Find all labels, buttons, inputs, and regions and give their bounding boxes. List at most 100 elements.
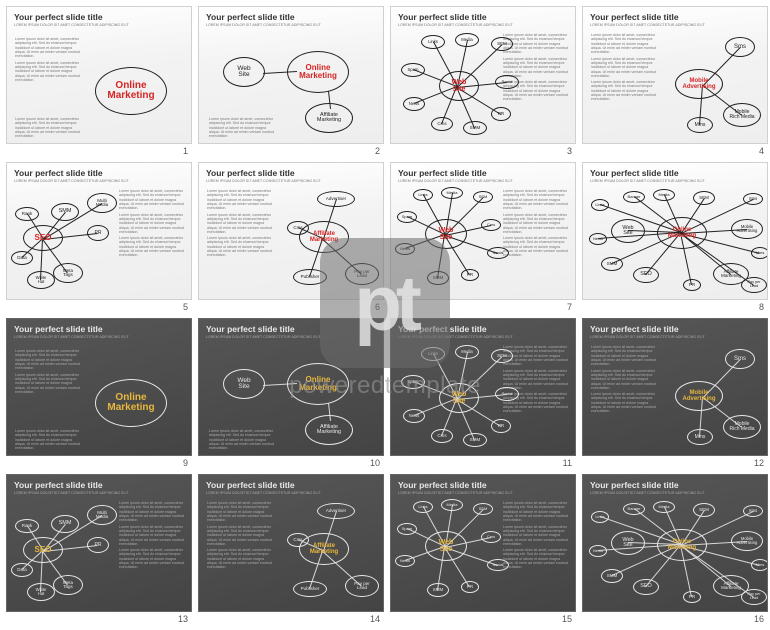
- bubble-meta_tags: MetaTags: [53, 575, 83, 595]
- bubble-data: Data: [11, 563, 33, 577]
- bubble-pr: PR: [87, 537, 109, 553]
- slide-subtitle: LOREM IPSUM DOLOR SIT AMET CONSECTETUR A…: [206, 335, 376, 339]
- slide-body: Lorem ipsum dolor sit amet, consectetur …: [391, 29, 575, 143]
- bubble-smm: SMM: [427, 583, 449, 597]
- slide-body: Lorem ipsum dolor sit amet, consectetur …: [391, 185, 575, 299]
- body-text: Lorem ipsum dolor sit amet, consectetur …: [207, 501, 275, 523]
- bubble-web_site: WebSite: [439, 383, 479, 413]
- bubble-advertiser: Advertiser: [317, 503, 355, 519]
- bubble-sem: SEM: [693, 503, 715, 517]
- bubble-links: Links: [591, 511, 609, 523]
- bubble-pr: PR: [461, 581, 479, 593]
- slide-title: Your perfect slide title: [14, 480, 184, 490]
- bubble-web_site: WebSite: [425, 531, 467, 561]
- slide-title: Your perfect slide title: [590, 168, 760, 178]
- bubble-links: Links: [591, 199, 609, 211]
- slide-subtitle: LOREM IPSUM DOLOR SIT AMET CONSECTETUR A…: [590, 179, 760, 183]
- slide-subtitle: LOREM IPSUM DOLOR SIT AMET CONSECTETUR A…: [14, 491, 184, 495]
- slide-thumbnail[interactable]: Your perfect slide title LOREM IPSUM DOL…: [582, 162, 768, 300]
- bubble-mobile_adv: MobileAdvertising: [675, 69, 723, 99]
- slide-title: Your perfect slide title: [206, 480, 376, 490]
- slide-number: 11: [563, 458, 572, 468]
- bubble-rank: Rank: [15, 519, 39, 533]
- slide-body: Lorem ipsum dolor sit amet, consectetur …: [391, 341, 575, 455]
- bubble-smm: SMM: [427, 271, 449, 285]
- slide-number: 14: [370, 614, 380, 624]
- bubble-pay_per_lead: Pay perLead: [345, 575, 379, 597]
- slide-thumbnail[interactable]: Your perfect slide title LOREM IPSUM DOL…: [198, 162, 384, 300]
- body-text: Lorem ipsum dolor sit amet, consectetur …: [119, 525, 187, 547]
- slide-thumbnail[interactable]: Your perfect slide title LOREM IPSUM DOL…: [6, 318, 192, 456]
- text-column: Lorem ipsum dolor sit amet, consectetur …: [591, 345, 659, 416]
- slide-subtitle: LOREM IPSUM DOLOR SIT AMET CONSECTETUR A…: [398, 491, 568, 495]
- body-text: Lorem ipsum dolor sit amet, consectetur …: [503, 345, 571, 367]
- bubble-cms: Cms: [287, 533, 309, 547]
- slide-title: Your perfect slide title: [590, 12, 760, 22]
- bubble-online_marketing: OnlineMarketing: [95, 379, 167, 427]
- body-text: Lorem ipsum dolor sit amet, consectetur …: [207, 525, 275, 547]
- slide-title: Your perfect slide title: [398, 168, 568, 178]
- bubble-data: Data: [11, 251, 33, 265]
- body-text: Lorem ipsum dolor sit amet, consectetur …: [207, 189, 275, 211]
- title-row: Your perfect slide title LOREM IPSUM DOL…: [391, 7, 575, 29]
- slide-thumbnail[interactable]: Your perfect slide title LOREM IPSUM DOL…: [390, 474, 576, 612]
- bubble-sem: SEM: [491, 37, 513, 51]
- bubble-mms: Mms: [687, 117, 713, 133]
- slide-thumbnail[interactable]: Your perfect slide title LOREM IPSUM DOL…: [6, 474, 192, 612]
- slide-title: Your perfect slide title: [398, 12, 568, 22]
- slide-cell: Your perfect slide title LOREM IPSUM DOL…: [390, 162, 576, 312]
- text-column: Lorem ipsum dolor sit amet, consectetur …: [207, 501, 275, 572]
- body-text: Lorem ipsum dolor sit amet, consectetur …: [503, 57, 571, 79]
- slide-cell: Your perfect slide title LOREM IPSUM DOL…: [582, 6, 768, 156]
- bubble-smm: SMM: [601, 257, 623, 271]
- slide-thumbnail[interactable]: Your perfect slide title LOREM IPSUM DOL…: [390, 162, 576, 300]
- slide-body: WebSite OnlineMarketing AffiliateMarketi…: [199, 29, 383, 143]
- title-row: Your perfect slide title LOREM IPSUM DOL…: [391, 163, 575, 185]
- body-text: Lorem ipsum dolor sit amet, consectetur …: [15, 429, 83, 451]
- bubble-news: News: [589, 233, 607, 245]
- bubble-sms: Sms: [725, 349, 755, 369]
- bubble-media: Media: [441, 187, 463, 199]
- bubble-smm: SMM: [463, 121, 487, 135]
- text-column: Lorem ipsum dolor sit amet, consectetur …: [119, 501, 187, 572]
- slide-title: Your perfect slide title: [590, 480, 760, 490]
- slide-thumbnail[interactable]: Your perfect slide title LOREM IPSUM DOL…: [390, 318, 576, 456]
- body-text: Lorem ipsum dolor sit amet, consectetur …: [15, 373, 83, 395]
- slide-thumbnail[interactable]: Your perfect slide title LOREM IPSUM DOL…: [390, 6, 576, 144]
- slide-body: Lorem ipsum dolor sit amet, consectetur …: [391, 497, 575, 611]
- bubble-media: Media: [455, 345, 479, 359]
- bubble-online_marketing: OnlineMarketing: [95, 67, 167, 115]
- slide-subtitle: LOREM IPSUM DOLOR SIT AMET CONSECTETUR A…: [206, 23, 376, 27]
- slide-thumbnail[interactable]: Your perfect slide title LOREM IPSUM DOL…: [6, 6, 192, 144]
- body-text: Lorem ipsum dolor sit amet, consectetur …: [15, 349, 83, 371]
- slide-number: 6: [375, 302, 380, 312]
- body-text: Lorem ipsum dolor sit amet, consectetur …: [209, 117, 277, 139]
- bubble-cms: Cms: [287, 221, 309, 235]
- slide-body: Lorem ipsum dolor sit amet, consectetur …: [7, 341, 191, 455]
- body-text: Lorem ipsum dolor sit amet, consectetur …: [119, 501, 187, 523]
- slide-thumbnail[interactable]: Your perfect slide title LOREM IPSUM DOL…: [582, 6, 768, 144]
- slide-thumbnail[interactable]: Your perfect slide title LOREM IPSUM DOL…: [582, 318, 768, 456]
- slide-title: Your perfect slide title: [206, 12, 376, 22]
- bubble-mobile_adv: MobileAdvertising: [675, 381, 723, 411]
- slide-subtitle: LOREM IPSUM DOLOR SIT AMET CONSECTETUR A…: [590, 335, 760, 339]
- bubble-online_marketing: OnlineMarketing: [287, 363, 349, 405]
- slide-thumbnail[interactable]: Your perfect slide title LOREM IPSUM DOL…: [6, 162, 192, 300]
- slide-thumbnail[interactable]: Your perfect slide title LOREM IPSUM DOL…: [198, 474, 384, 612]
- slide-cell: Your perfect slide title LOREM IPSUM DOL…: [582, 162, 768, 312]
- slide-title: Your perfect slide title: [14, 12, 184, 22]
- bubble-smm: SMM: [463, 433, 487, 447]
- slide-cell: Your perfect slide title LOREM IPSUM DOL…: [198, 6, 384, 156]
- bubble-sms: Sms: [725, 37, 755, 57]
- slide-number: 8: [759, 302, 764, 312]
- bubble-mobile_rich: MobileRich Media: [723, 103, 761, 127]
- body-text: Lorem ipsum dolor sit amet, consectetur …: [207, 548, 275, 570]
- title-row: Your perfect slide title LOREM IPSUM DOL…: [583, 475, 767, 497]
- bubble-sem: SEM: [473, 191, 493, 203]
- slide-grid: Your perfect slide title LOREM IPSUM DOL…: [0, 0, 770, 630]
- bubble-affiliate_marketing: AffiliateMarketing: [305, 415, 353, 445]
- slide-title: Your perfect slide title: [398, 324, 568, 334]
- slide-thumbnail[interactable]: Your perfect slide title LOREM IPSUM DOL…: [198, 6, 384, 144]
- slide-thumbnail[interactable]: Your perfect slide title LOREM IPSUM DOL…: [582, 474, 768, 612]
- slide-thumbnail[interactable]: Your perfect slide title LOREM IPSUM DOL…: [198, 318, 384, 456]
